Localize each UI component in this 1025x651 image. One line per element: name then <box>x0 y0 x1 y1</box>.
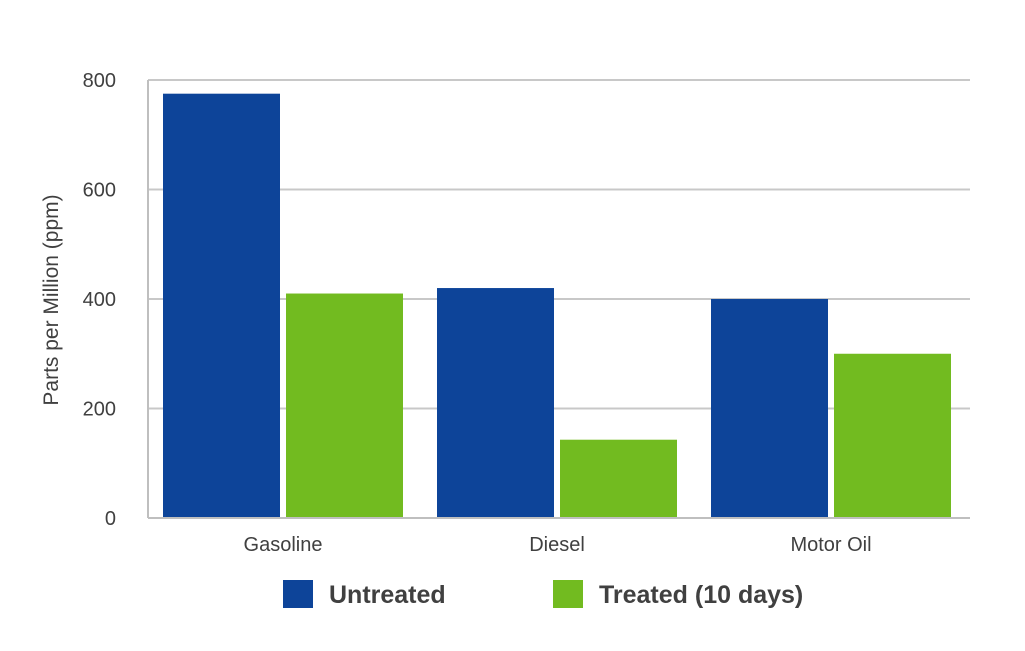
legend-swatch <box>553 580 583 608</box>
x-tick-label: Diesel <box>529 534 585 556</box>
y-axis-title: Parts per Million (ppm) <box>40 194 63 405</box>
bar-treated-10-days-gasoline <box>286 293 403 518</box>
y-tick-labels: 0 200 400 600 800 <box>83 70 116 530</box>
bar-treated-10-days-motor-oil <box>834 353 951 518</box>
legend-swatch <box>283 580 313 608</box>
y-tick-label: 600 <box>83 180 116 202</box>
axes <box>147 80 970 519</box>
y-tick-label: 0 <box>105 508 116 530</box>
bar-untreated-motor-oil <box>711 299 828 518</box>
x-tick-label: Gasoline <box>244 534 323 556</box>
x-tick-label: Motor Oil <box>790 534 871 556</box>
legend-label: Untreated <box>329 581 446 609</box>
x-tick-labels: Gasoline Diesel Motor Oil <box>244 534 872 556</box>
bars <box>163 93 951 518</box>
bar-untreated-gasoline <box>163 93 280 518</box>
legend-label: Treated (10 days) <box>599 581 803 609</box>
y-tick-label: 400 <box>83 289 116 311</box>
y-tick-label: 800 <box>83 70 116 92</box>
bar-untreated-diesel <box>437 288 554 518</box>
legend: Untreated Treated (10 days) <box>283 580 803 609</box>
bar-treated-10-days-diesel <box>560 439 677 518</box>
y-tick-label: 200 <box>83 399 116 421</box>
gridlines <box>148 79 970 410</box>
